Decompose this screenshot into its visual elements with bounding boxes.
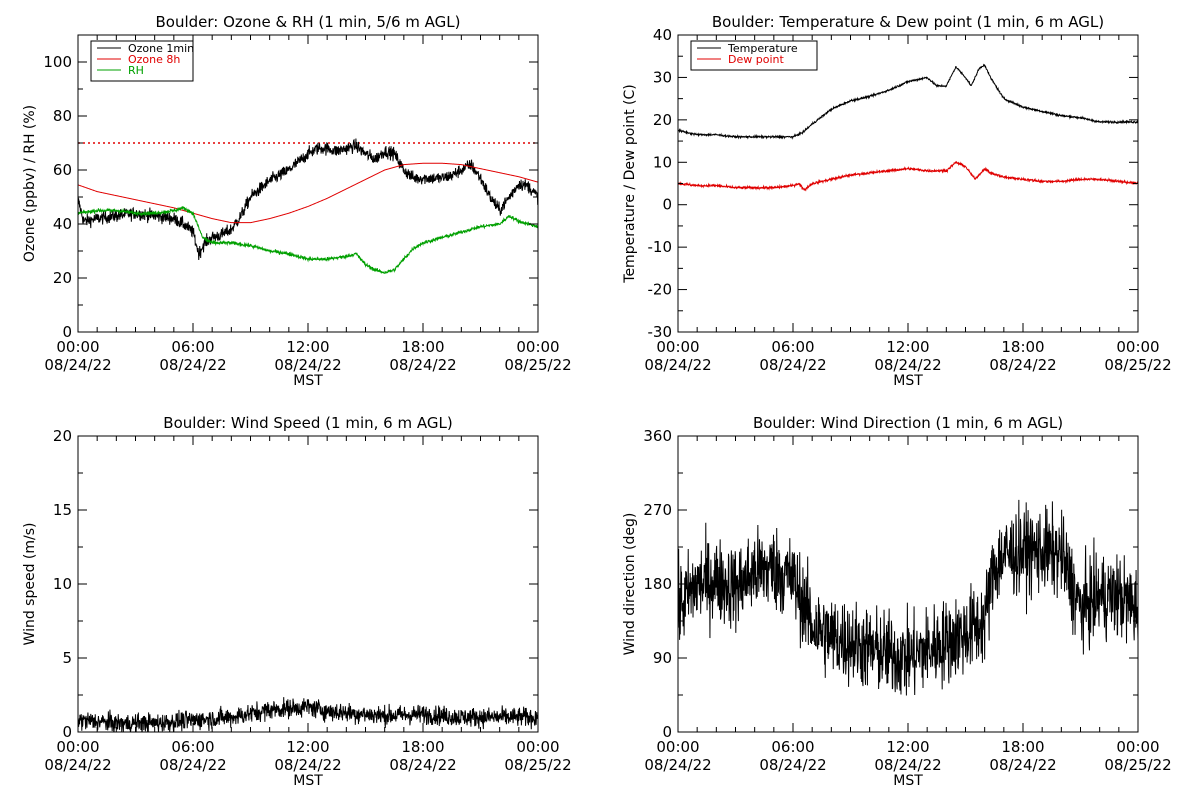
legend-box	[690, 40, 818, 71]
x-tick-time: 00:00	[516, 338, 559, 356]
x-tick-date: 08/24/22	[759, 756, 826, 774]
chart-panel-2: Boulder: Temperature & Dew point (1 min,…	[622, 13, 1172, 389]
x-tick-date: 08/24/22	[389, 756, 456, 774]
chart-panel-4: Boulder: Wind Direction (1 min, 6 m AGL)…	[622, 414, 1172, 789]
y-tick-label: 0	[62, 323, 72, 341]
x-tick-time: 06:00	[771, 738, 814, 756]
chart-title: Boulder: Wind Direction (1 min, 6 m AGL)	[753, 414, 1063, 432]
y-tick-label: 180	[643, 575, 672, 593]
x-tick-date: 08/24/22	[274, 356, 341, 374]
chart-panel-3: Boulder: Wind Speed (1 min, 6 m AGL) 0 5 10…	[22, 414, 572, 789]
y-tick-label: 0	[662, 196, 672, 214]
y-tick-label: 270	[643, 501, 672, 519]
x-tick-time: 00:00	[656, 738, 699, 756]
y-tick-label: 360	[643, 427, 672, 445]
x-tick-time: 06:00	[171, 738, 214, 756]
y-tick-label: 15	[53, 501, 72, 519]
x-tick-time: 00:00	[1116, 338, 1159, 356]
x-tick-date: 08/25/22	[1104, 356, 1171, 374]
x-tick-date: 08/24/22	[759, 356, 826, 374]
x-tick-date: 08/25/22	[504, 356, 571, 374]
x-tick-time: 18:00	[401, 338, 444, 356]
y-tick-label: 0	[62, 723, 72, 741]
x-tick-date: 08/24/22	[159, 356, 226, 374]
y-tick-label: 10	[53, 575, 72, 593]
y-tick-label: 5	[62, 649, 72, 667]
x-tick-date: 08/24/22	[389, 356, 456, 374]
y-tick-label: -20	[648, 281, 673, 299]
x-tick-date: 08/24/22	[644, 356, 711, 374]
x-tick-time: 00:00	[516, 738, 559, 756]
x-tick-time: 00:00	[56, 338, 99, 356]
x-axis-label: MST	[893, 373, 923, 389]
legend-entry: Ozone 1min	[128, 42, 194, 55]
legend-entry: Dew point	[728, 53, 784, 66]
y-axis-label: Wind speed (m/s)	[22, 523, 38, 646]
chart-title: Boulder: Temperature & Dew point (1 min,…	[712, 13, 1104, 31]
y-axis-label: Temperature / Dew point (C)	[622, 84, 638, 283]
x-tick-time: 00:00	[56, 738, 99, 756]
x-tick-time: 12:00	[286, 338, 329, 356]
x-tick-date: 08/24/22	[44, 356, 111, 374]
x-tick-date: 08/25/22	[1104, 756, 1171, 774]
x-tick-time: 12:00	[886, 338, 929, 356]
x-tick-time: 12:00	[286, 738, 329, 756]
chart-panel-1: Boulder: Ozone & RH (1 min, 5/6 m AGL) 0 2…	[22, 13, 572, 389]
plot-frame	[77, 435, 539, 733]
y-tick-label: 30	[653, 68, 672, 86]
x-tick-time: 18:00	[1001, 338, 1044, 356]
y-axis-label: Ozone (ppbv) / RH (%)	[22, 105, 38, 262]
plot-frame	[677, 34, 1139, 333]
series-line-1	[78, 697, 538, 732]
y-tick-label: -30	[648, 323, 673, 341]
x-tick-date: 08/24/22	[989, 356, 1056, 374]
series-line-temperature	[678, 63, 1138, 140]
series-line-dew-point	[678, 160, 1138, 192]
x-tick-time: 00:00	[656, 338, 699, 356]
x-tick-time: 06:00	[771, 338, 814, 356]
y-tick-label: 40	[653, 26, 672, 44]
y-tick-label: 80	[53, 107, 72, 125]
y-tick-label: 0	[662, 723, 672, 741]
x-tick-date: 08/24/22	[44, 756, 111, 774]
x-tick-date: 08/24/22	[989, 756, 1056, 774]
y-tick-label: 40	[53, 215, 72, 233]
chart-title: Boulder: Ozone & RH (1 min, 5/6 m AGL)	[155, 13, 460, 31]
legend-entry: RH	[128, 64, 144, 77]
y-tick-label: 20	[653, 111, 672, 129]
x-axis-label: MST	[293, 373, 323, 389]
series-line-ozone-8h	[78, 162, 538, 224]
x-tick-time: 00:00	[1116, 738, 1159, 756]
legend-entry: Temperature	[727, 42, 798, 55]
series-line-1	[678, 499, 1138, 696]
x-axis-label: MST	[893, 773, 923, 789]
x-tick-date: 08/25/22	[504, 756, 571, 774]
series-line-rh	[78, 206, 538, 274]
x-tick-date: 08/24/22	[274, 756, 341, 774]
y-tick-label: 10	[653, 153, 672, 171]
x-tick-date: 08/24/22	[874, 756, 941, 774]
x-tick-date: 08/24/22	[874, 356, 941, 374]
x-tick-time: 12:00	[886, 738, 929, 756]
y-axis-label: Wind direction (deg)	[622, 513, 638, 656]
x-axis-label: MST	[293, 773, 323, 789]
y-tick-label: 100	[43, 53, 72, 71]
legend-entry: Ozone 8h	[128, 53, 180, 66]
series-line-ozone-1min	[78, 138, 538, 260]
y-tick-label: 90	[653, 649, 672, 667]
chart-title: Boulder: Wind Speed (1 min, 6 m AGL)	[163, 414, 452, 432]
x-tick-date: 08/24/22	[644, 756, 711, 774]
x-tick-time: 06:00	[171, 338, 214, 356]
y-tick-label: -10	[648, 238, 673, 256]
x-tick-time: 18:00	[1001, 738, 1044, 756]
y-tick-label: 60	[53, 161, 72, 179]
y-tick-label: 20	[53, 269, 72, 287]
x-tick-time: 18:00	[401, 738, 444, 756]
x-tick-date: 08/24/22	[159, 756, 226, 774]
y-tick-label: 20	[53, 427, 72, 445]
